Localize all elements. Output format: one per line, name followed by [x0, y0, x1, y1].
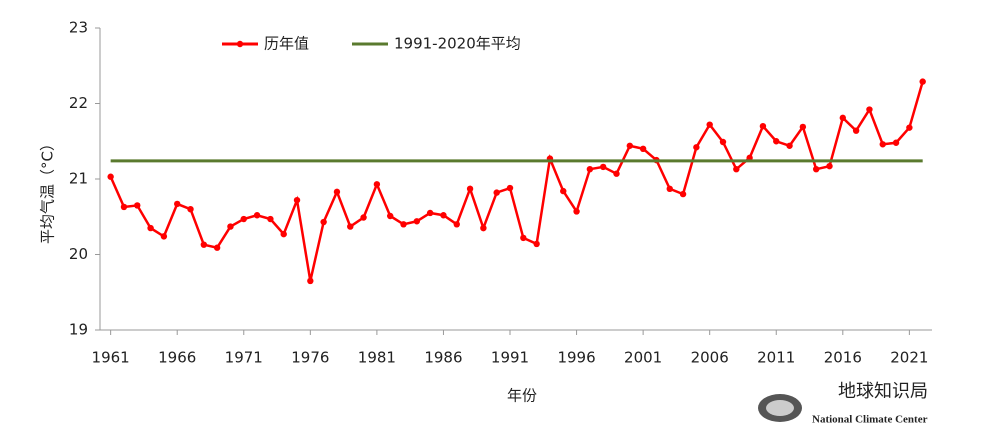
data-point	[333, 188, 341, 196]
data-point	[719, 138, 727, 146]
x-tick-label: 1986	[424, 349, 462, 367]
data-point	[560, 187, 567, 195]
y-tick-label: 23	[69, 19, 88, 37]
data-point	[387, 212, 394, 220]
data-point	[400, 221, 407, 228]
x-tick-label: 1971	[225, 349, 263, 367]
data-point	[440, 212, 447, 219]
legend-marker	[236, 40, 244, 48]
y-tick-label: 21	[69, 170, 88, 188]
legend-label: 历年值	[264, 35, 309, 53]
y-tick-label: 19	[69, 321, 88, 339]
data-point	[839, 114, 847, 122]
x-tick-label: 1991	[491, 349, 529, 367]
data-point	[919, 78, 926, 85]
data-point	[360, 214, 367, 221]
x-tick-label: 2001	[624, 349, 662, 367]
data-point	[267, 215, 274, 223]
data-point	[786, 142, 793, 149]
data-point	[773, 138, 780, 145]
data-point	[626, 142, 634, 149]
data-point	[293, 196, 301, 204]
data-point	[852, 127, 860, 134]
data-point	[906, 124, 913, 131]
x-tick-label: 2021	[890, 349, 928, 367]
data-point	[693, 144, 700, 151]
data-point	[506, 184, 514, 192]
data-point	[466, 185, 474, 193]
data-point	[679, 190, 687, 198]
data-point	[799, 123, 807, 131]
data-point	[107, 173, 114, 180]
data-point	[200, 241, 208, 248]
logo	[758, 394, 802, 422]
data-point	[373, 181, 381, 188]
watermark-sub: National Climate Center	[812, 414, 928, 426]
data-point	[134, 202, 141, 209]
data-point	[253, 212, 261, 219]
data-point	[520, 234, 527, 242]
data-point	[493, 189, 500, 196]
data-point	[733, 165, 740, 173]
data-point	[480, 224, 487, 232]
data-point	[187, 206, 194, 213]
data-point	[826, 162, 833, 170]
x-axis-label: 年份	[507, 387, 537, 405]
data-point	[812, 165, 820, 173]
data-point	[213, 244, 221, 251]
x-tick-label: 2006	[691, 349, 729, 367]
data-point	[147, 224, 154, 232]
data-point	[759, 122, 767, 130]
data-point	[280, 230, 287, 238]
x-tick-label: 2016	[824, 349, 862, 367]
x-tick-label: 1996	[557, 349, 595, 367]
data-point	[320, 218, 327, 226]
data-point	[307, 277, 314, 285]
data-point	[613, 170, 620, 177]
x-tick-label: 1976	[291, 349, 329, 367]
x-tick-label: 1981	[358, 349, 396, 367]
data-point	[347, 223, 354, 230]
x-tick-label: 1961	[92, 349, 130, 367]
data-point	[453, 221, 460, 228]
data-point	[866, 106, 873, 113]
y-axis-label: 平均气温（°C）	[39, 136, 57, 244]
legend-label: 1991-2020年平均	[394, 35, 521, 53]
data-point	[227, 223, 234, 230]
data-point	[706, 121, 713, 128]
data-point	[174, 200, 181, 208]
y-tick-label: 20	[69, 245, 88, 263]
data-point	[573, 208, 580, 215]
data-point	[413, 218, 421, 225]
data-point	[533, 240, 540, 248]
data-point	[586, 165, 594, 173]
x-tick-label: 2011	[757, 349, 795, 367]
data-point	[599, 163, 607, 171]
data-point	[879, 141, 886, 148]
x-tick-label: 1966	[158, 349, 196, 367]
data-point	[426, 209, 434, 217]
data-point	[639, 145, 647, 152]
y-tick-label: 22	[69, 94, 88, 112]
data-point	[666, 185, 673, 193]
data-point	[240, 215, 247, 223]
data-point	[160, 233, 168, 240]
data-point	[120, 203, 128, 211]
watermark: 地球知识局	[838, 381, 928, 402]
data-point	[892, 139, 900, 146]
